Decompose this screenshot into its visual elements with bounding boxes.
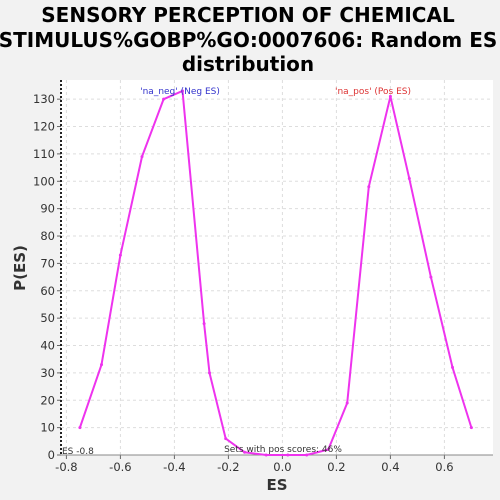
- data-point: [224, 437, 228, 441]
- y-tick-label: 120: [33, 120, 55, 134]
- series: [78, 89, 473, 457]
- pos-es-label: 'na_pos' (Pos ES): [335, 87, 411, 97]
- y-tick-label: 90: [40, 202, 55, 216]
- y-tick-label: 40: [40, 339, 55, 353]
- data-point: [451, 365, 454, 369]
- y-tick-label: 60: [40, 284, 55, 298]
- data-point: [243, 450, 247, 454]
- y-tick-label: 10: [40, 421, 55, 435]
- x-tick-label: -0.6: [109, 460, 131, 474]
- data-point: [345, 401, 349, 405]
- data-point: [264, 453, 268, 457]
- y-tick-label: 110: [33, 147, 55, 161]
- x-tick-label: -0.8: [55, 460, 77, 474]
- x-tick-label: -0.4: [163, 460, 185, 474]
- x-tick-label: -0.2: [217, 460, 239, 474]
- data-point: [286, 453, 290, 457]
- x-tick-label: 0.2: [327, 460, 345, 474]
- y-tick-label: 100: [33, 174, 55, 188]
- data-point: [140, 155, 144, 159]
- data-point: [208, 371, 211, 375]
- y-tick-label: 50: [40, 311, 55, 325]
- y-tick-label: 130: [33, 92, 55, 106]
- y-tick-label: 0: [48, 448, 55, 462]
- data-point: [202, 322, 206, 326]
- chart-title-line-2: STIMULUS%GOBP%GO:0007606: Random ES: [0, 28, 497, 52]
- data-point: [429, 275, 433, 279]
- x-tick-label: 0.4: [381, 460, 399, 474]
- chart-title-line-1: SENSORY PERCEPTION OF CHEMICAL: [41, 3, 455, 27]
- data-point: [367, 185, 371, 189]
- data-point: [407, 177, 411, 181]
- y-tick-label: 20: [40, 393, 55, 407]
- data-point: [326, 448, 330, 452]
- data-point: [100, 363, 103, 367]
- x-tick-label: 0.0: [273, 460, 291, 474]
- x-axis-label: ES: [266, 476, 287, 494]
- tick-labels: -0.8 -0.6 -0.4 -0.2 0.0 0.2 0.4 0.6 0 10 20 30 40 50 6…: [33, 92, 454, 474]
- y-tick-label: 80: [40, 229, 55, 243]
- y-tick-label: 30: [40, 366, 55, 380]
- x-tick-label: 0.6: [435, 460, 453, 474]
- es-corner-label: ES -0.8: [62, 447, 94, 457]
- y-tick-label: 70: [40, 256, 55, 270]
- data-point: [78, 426, 82, 430]
- neg-es-label: 'na_neg' (Neg ES): [140, 87, 220, 97]
- data-point: [181, 89, 184, 93]
- plot-area: [61, 80, 493, 455]
- chart-title-line-3: distribution: [182, 52, 314, 76]
- data-point: [305, 453, 309, 457]
- data-point: [118, 253, 122, 257]
- data-point: [388, 94, 392, 98]
- data-point: [469, 426, 473, 430]
- data-point: [162, 97, 166, 101]
- sets-with-pos-scores: Sets with pos scores: 46%: [224, 445, 342, 455]
- y-axis-label: P(ES): [11, 245, 29, 291]
